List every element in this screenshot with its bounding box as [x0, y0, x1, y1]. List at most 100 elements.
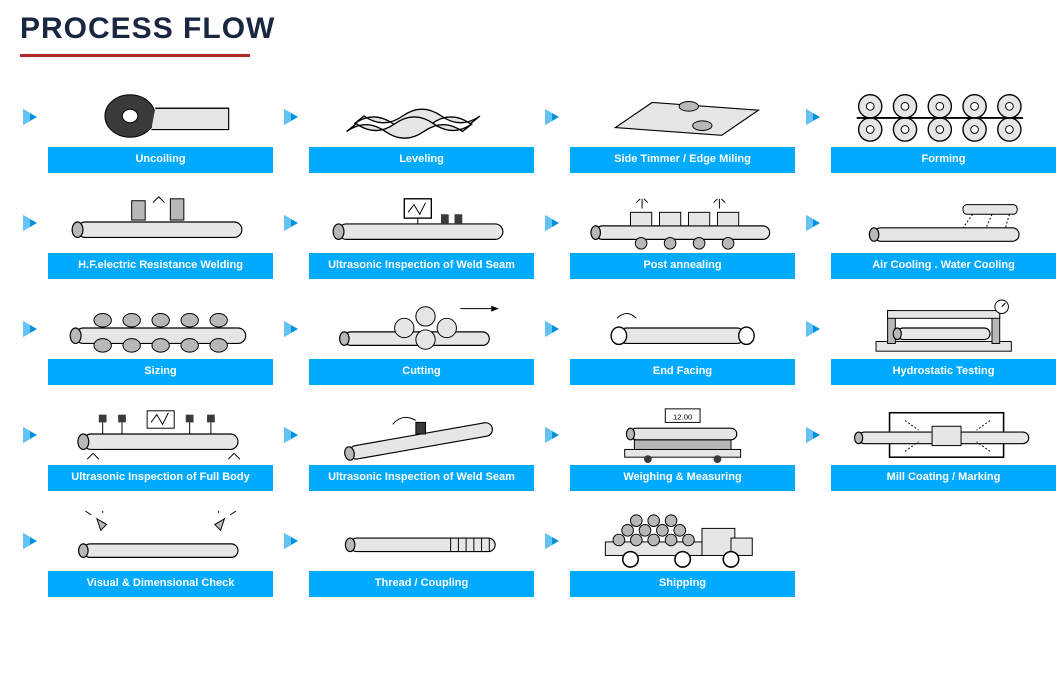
step-end-facing: End Facing — [570, 297, 795, 385]
step-illustration — [309, 509, 534, 571]
step-label: Forming — [831, 147, 1056, 173]
flow-arrow-icon — [281, 191, 303, 279]
flow-cell: Uncoiling — [20, 85, 281, 173]
step-illustration — [309, 191, 534, 253]
step-illustration — [48, 191, 273, 253]
step-illustration — [570, 297, 795, 359]
step-label: Ultrasonic Inspection of Weld Seam — [309, 253, 534, 279]
step-weigh: 12.00 Weighing & Measuring — [570, 403, 795, 491]
step-label: Thread / Coupling — [309, 571, 534, 597]
step-illustration — [309, 85, 534, 147]
flow-arrow-icon — [542, 403, 564, 491]
flow-cell: Hydrostatic Testing — [803, 297, 1060, 385]
step-forming: Forming — [831, 85, 1056, 173]
step-ut-seam-2: Ultrasonic Inspection of Weld Seam — [309, 403, 534, 491]
step-illustration — [570, 509, 795, 571]
step-leveling: Leveling — [309, 85, 534, 173]
flow-cell: Air Cooling . Water Cooling — [803, 191, 1060, 279]
step-label: Air Cooling . Water Cooling — [831, 253, 1056, 279]
flow-arrow-icon — [542, 509, 564, 597]
step-visual: Visual & Dimensional Check — [48, 509, 273, 597]
step-illustration — [48, 509, 273, 571]
flow-arrow-icon — [20, 191, 42, 279]
step-illustration — [831, 403, 1056, 465]
flow-row: Ultrasonic Inspection of Full Body Ultra… — [20, 403, 1040, 491]
step-label: Uncoiling — [48, 147, 273, 173]
flow-cell: Ultrasonic Inspection of Weld Seam — [281, 191, 542, 279]
step-illustration — [570, 85, 795, 147]
step-uncoiling: Uncoiling — [48, 85, 273, 173]
step-label: Weighing & Measuring — [570, 465, 795, 491]
flow-cell: H.F.electric Resistance Welding — [20, 191, 281, 279]
step-illustration — [48, 403, 273, 465]
step-label: H.F.electric Resistance Welding — [48, 253, 273, 279]
flow-arrow-icon — [803, 297, 825, 385]
flow-cell: Side Timmer / Edge Miling — [542, 85, 803, 173]
step-illustration — [570, 191, 795, 253]
step-label: Side Timmer / Edge Miling — [570, 147, 795, 173]
title-underline — [20, 54, 250, 57]
flow-cell: Shipping — [542, 509, 803, 597]
step-illustration — [831, 191, 1056, 253]
flow-arrow-icon — [542, 85, 564, 173]
flow-arrow-icon — [281, 85, 303, 173]
step-hydro: Hydrostatic Testing — [831, 297, 1056, 385]
flow-arrow-icon — [20, 297, 42, 385]
step-edge-milling: Side Timmer / Edge Miling — [570, 85, 795, 173]
step-ut-body: Ultrasonic Inspection of Full Body — [48, 403, 273, 491]
flow-arrow-icon — [20, 403, 42, 491]
flow-cell: Visual & Dimensional Check — [20, 509, 281, 597]
flow-arrow-icon — [542, 191, 564, 279]
step-label: End Facing — [570, 359, 795, 385]
flow-cell: 12.00 Weighing & Measuring — [542, 403, 803, 491]
step-label: Shipping — [570, 571, 795, 597]
page-title: PROCESS FLOW — [20, 12, 275, 52]
flow-row: H.F.electric Resistance Welding Ultrason… — [20, 191, 1040, 279]
flow-cell: Ultrasonic Inspection of Weld Seam — [281, 403, 542, 491]
step-coating: Mill Coating / Marking — [831, 403, 1056, 491]
step-label: Visual & Dimensional Check — [48, 571, 273, 597]
process-flow-grid: Uncoiling Leveling — [20, 85, 1040, 597]
step-illustration: 12.00 — [570, 403, 795, 465]
flow-cell: Sizing — [20, 297, 281, 385]
flow-row: Sizing Cutting — [20, 297, 1040, 385]
flow-arrow-icon — [803, 403, 825, 491]
flow-row: Uncoiling Leveling — [20, 85, 1040, 173]
step-label: Cutting — [309, 359, 534, 385]
flow-arrow-icon — [281, 403, 303, 491]
flow-arrow-icon — [803, 191, 825, 279]
step-label: Ultrasonic Inspection of Weld Seam — [309, 465, 534, 491]
step-illustration — [309, 297, 534, 359]
step-hf-welding: H.F.electric Resistance Welding — [48, 191, 273, 279]
step-label: Sizing — [48, 359, 273, 385]
step-illustration — [831, 85, 1056, 147]
step-ut-seam-1: Ultrasonic Inspection of Weld Seam — [309, 191, 534, 279]
step-cutting: Cutting — [309, 297, 534, 385]
step-sizing: Sizing — [48, 297, 273, 385]
flow-cell: Cutting — [281, 297, 542, 385]
step-thread: Thread / Coupling — [309, 509, 534, 597]
flow-arrow-icon — [542, 297, 564, 385]
step-illustration — [831, 297, 1056, 359]
flow-cell: Ultrasonic Inspection of Full Body — [20, 403, 281, 491]
flow-arrow-icon — [20, 85, 42, 173]
flow-arrow-icon — [281, 297, 303, 385]
flow-cell: Thread / Coupling — [281, 509, 542, 597]
svg-text:12.00: 12.00 — [673, 412, 692, 421]
step-shipping: Shipping — [570, 509, 795, 597]
flow-arrow-icon — [803, 85, 825, 173]
step-label: Post annealing — [570, 253, 795, 279]
flow-cell: Mill Coating / Marking — [803, 403, 1060, 491]
step-label: Hydrostatic Testing — [831, 359, 1056, 385]
flow-cell: Post annealing — [542, 191, 803, 279]
flow-row: Visual & Dimensional Check Thread / Coup… — [20, 509, 1040, 597]
flow-cell: Forming — [803, 85, 1060, 173]
step-cooling: Air Cooling . Water Cooling — [831, 191, 1056, 279]
flow-cell: End Facing — [542, 297, 803, 385]
flow-arrow-icon — [281, 509, 303, 597]
step-illustration — [309, 403, 534, 465]
step-illustration — [48, 85, 273, 147]
step-label: Ultrasonic Inspection of Full Body — [48, 465, 273, 491]
step-label: Mill Coating / Marking — [831, 465, 1056, 491]
step-label: Leveling — [309, 147, 534, 173]
